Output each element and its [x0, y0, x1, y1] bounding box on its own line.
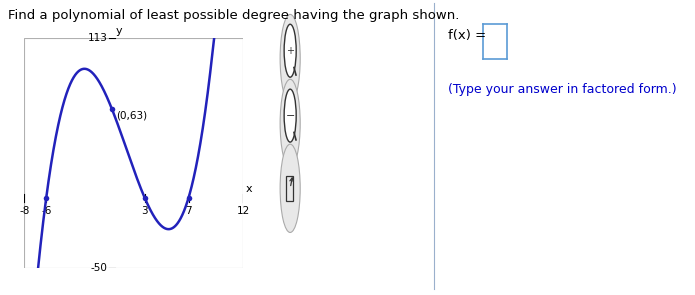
Circle shape [284, 89, 296, 142]
Bar [286, 176, 293, 201]
Text: -6: -6 [41, 206, 51, 216]
Text: -50: -50 [90, 263, 108, 273]
Text: (0,63): (0,63) [116, 110, 147, 120]
Text: +: + [286, 46, 294, 56]
Circle shape [280, 14, 300, 103]
Text: −: − [286, 111, 295, 121]
Text: (Type your answer in factored form.): (Type your answer in factored form.) [448, 83, 677, 96]
Text: Find a polynomial of least possible degree having the graph shown.: Find a polynomial of least possible degr… [8, 9, 459, 22]
Text: -8: -8 [19, 206, 29, 216]
Text: 7: 7 [185, 206, 192, 216]
Text: f(x) =: f(x) = [448, 30, 486, 42]
Text: 12: 12 [236, 206, 250, 216]
Text: 3: 3 [141, 206, 148, 216]
Text: 113: 113 [88, 33, 108, 43]
Text: y: y [115, 26, 122, 35]
Circle shape [280, 79, 300, 168]
Circle shape [280, 144, 300, 232]
Circle shape [284, 24, 296, 77]
Text: x: x [245, 183, 252, 194]
